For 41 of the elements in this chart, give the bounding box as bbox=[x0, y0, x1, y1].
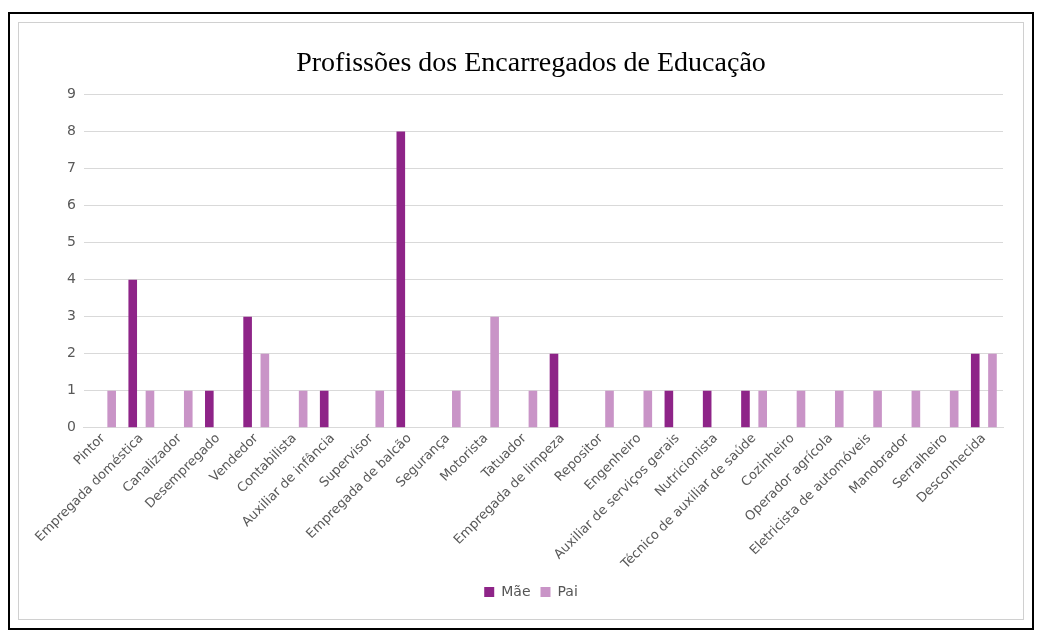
bar bbox=[243, 316, 252, 428]
bar bbox=[490, 316, 499, 428]
bar bbox=[834, 390, 844, 428]
y-tick-label: 2 bbox=[66, 344, 76, 361]
bar bbox=[664, 390, 674, 428]
legend-label: Pai bbox=[557, 582, 578, 599]
y-tick-label: 9 bbox=[66, 85, 76, 102]
bar bbox=[145, 390, 155, 428]
bar bbox=[375, 390, 385, 428]
y-tick-label: 3 bbox=[66, 307, 76, 324]
bar bbox=[183, 390, 193, 428]
bar bbox=[949, 390, 959, 428]
bar bbox=[758, 390, 767, 428]
y-tick-label: 0 bbox=[66, 418, 76, 435]
legend-label: Mãe bbox=[501, 582, 531, 599]
bar bbox=[549, 353, 559, 428]
bar bbox=[643, 390, 653, 428]
bar bbox=[260, 353, 270, 428]
bar bbox=[205, 390, 214, 428]
bar bbox=[970, 353, 980, 428]
bar bbox=[873, 390, 882, 428]
bar bbox=[796, 390, 806, 428]
bar bbox=[319, 390, 329, 428]
y-tick-label: 5 bbox=[66, 233, 76, 250]
bar bbox=[911, 390, 921, 428]
bar bbox=[396, 131, 406, 428]
y-tick-label: 6 bbox=[66, 196, 76, 213]
bar bbox=[298, 390, 308, 428]
bar bbox=[528, 390, 538, 428]
y-tick-label: 1 bbox=[66, 381, 76, 398]
y-tick-label: 7 bbox=[66, 159, 76, 176]
bar bbox=[702, 390, 712, 428]
bar bbox=[741, 390, 750, 428]
bar bbox=[988, 353, 997, 428]
chart-title: Profissões dos Encarregados de Educação bbox=[296, 46, 766, 78]
bar bbox=[128, 279, 138, 428]
bar bbox=[107, 390, 116, 428]
bar bbox=[605, 390, 614, 428]
bar bbox=[452, 390, 461, 428]
y-tick-label: 4 bbox=[66, 270, 76, 287]
y-tick-label: 8 bbox=[66, 122, 76, 139]
